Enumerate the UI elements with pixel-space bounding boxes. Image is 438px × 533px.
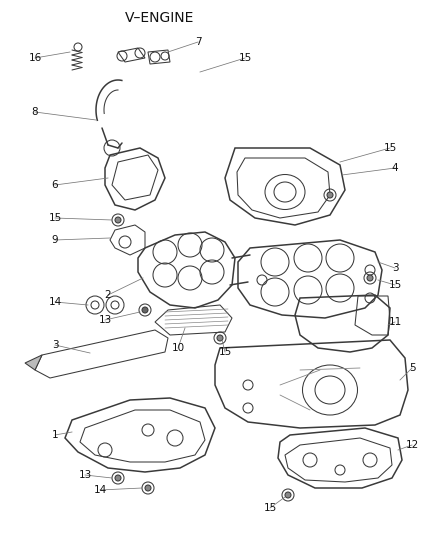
Circle shape bbox=[327, 192, 333, 198]
Text: 8: 8 bbox=[32, 107, 38, 117]
Text: 15: 15 bbox=[389, 280, 402, 290]
Text: 3: 3 bbox=[52, 340, 58, 350]
Text: 4: 4 bbox=[392, 163, 398, 173]
Text: 11: 11 bbox=[389, 317, 402, 327]
Text: 3: 3 bbox=[392, 263, 398, 273]
Text: 15: 15 bbox=[238, 53, 251, 63]
Circle shape bbox=[145, 485, 151, 491]
Text: 12: 12 bbox=[406, 440, 419, 450]
Text: 14: 14 bbox=[48, 297, 62, 307]
Circle shape bbox=[367, 275, 373, 281]
Circle shape bbox=[217, 335, 223, 341]
Text: 2: 2 bbox=[105, 290, 111, 300]
Text: 15: 15 bbox=[383, 143, 397, 153]
Text: 15: 15 bbox=[219, 347, 232, 357]
Circle shape bbox=[115, 217, 121, 223]
Text: 13: 13 bbox=[99, 315, 112, 325]
Text: 15: 15 bbox=[263, 503, 277, 513]
Text: 16: 16 bbox=[28, 53, 42, 63]
Circle shape bbox=[285, 492, 291, 498]
Circle shape bbox=[115, 475, 121, 481]
Text: 1: 1 bbox=[52, 430, 58, 440]
Text: 13: 13 bbox=[78, 470, 92, 480]
Polygon shape bbox=[25, 355, 42, 370]
Text: 5: 5 bbox=[409, 363, 415, 373]
Text: 10: 10 bbox=[171, 343, 184, 353]
Circle shape bbox=[142, 307, 148, 313]
Text: 9: 9 bbox=[52, 235, 58, 245]
Text: 6: 6 bbox=[52, 180, 58, 190]
Text: 15: 15 bbox=[48, 213, 62, 223]
Text: 14: 14 bbox=[93, 485, 106, 495]
Text: V–ENGINE: V–ENGINE bbox=[125, 11, 194, 25]
Text: 7: 7 bbox=[194, 37, 201, 47]
